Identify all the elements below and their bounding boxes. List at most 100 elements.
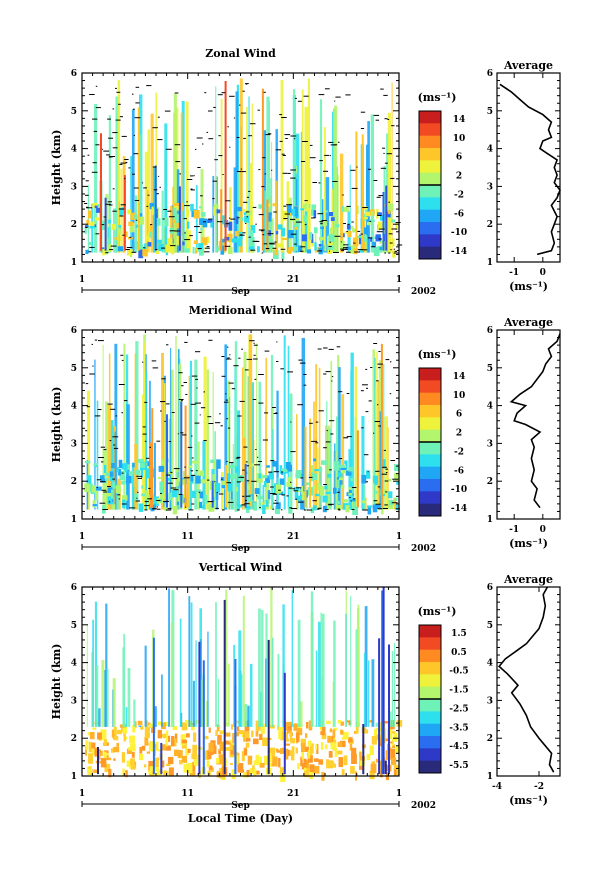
- contour-mark: [391, 502, 398, 504]
- contour-mark: [208, 218, 213, 220]
- heat-cell: [344, 231, 348, 234]
- contour-mark: [171, 412, 175, 413]
- heat-cell: [330, 739, 337, 746]
- heat-cell: [116, 467, 119, 473]
- y-tick-label: 2: [71, 477, 77, 487]
- contour-mark: [123, 400, 128, 402]
- heat-cell: [187, 221, 190, 229]
- heat-streak: [187, 230, 191, 253]
- heat-cell: [244, 215, 250, 223]
- heat-streak: [123, 175, 126, 251]
- contour-mark: [95, 233, 100, 235]
- avg-x-tick-label: 0: [540, 268, 546, 278]
- heat-cell: [138, 216, 145, 225]
- heat-streak: [104, 197, 107, 251]
- contour-mark: [325, 441, 331, 443]
- heat-cell: [161, 459, 164, 464]
- heat-cell: [328, 751, 333, 758]
- contour-mark: [161, 247, 166, 249]
- heat-cell: [148, 723, 153, 728]
- colorbar-swatch: [419, 392, 441, 406]
- contour-mark: [300, 246, 306, 248]
- contour-mark: [343, 244, 349, 246]
- contour-mark: [336, 346, 341, 348]
- heat-cell: [267, 230, 271, 236]
- contour-mark: [164, 420, 166, 422]
- heat-streak: [248, 334, 253, 510]
- contour-mark: [163, 209, 168, 210]
- heat-cell: [306, 482, 311, 486]
- heat-cell: [134, 214, 138, 219]
- heat-cell: [130, 758, 135, 766]
- heat-streak: [301, 89, 304, 253]
- heat-cell: [345, 470, 352, 476]
- contour-mark: [379, 228, 385, 230]
- heat-cell: [258, 204, 265, 209]
- contour-mark: [218, 135, 221, 137]
- heat-cell: [179, 479, 186, 485]
- contour-mark: [332, 181, 338, 182]
- heat-cell: [224, 742, 231, 745]
- heat-streak: [304, 211, 308, 253]
- contour-mark: [300, 477, 304, 479]
- heat-cell: [311, 233, 314, 244]
- heat-cell: [279, 478, 285, 485]
- contour-mark: [89, 373, 95, 375]
- heat-streak: [161, 190, 164, 253]
- heat-streak: [372, 349, 375, 510]
- contour-mark: [103, 449, 107, 451]
- contour-mark: [214, 481, 216, 483]
- heat-cell: [135, 224, 138, 228]
- heat-streak: [100, 133, 102, 251]
- heat-streak: [188, 375, 191, 510]
- heat-streak: [220, 189, 223, 251]
- contour-mark: [269, 242, 274, 244]
- heat-streak: [334, 443, 336, 510]
- heat-cell: [359, 752, 362, 757]
- heat-streak: [325, 177, 330, 253]
- heat-cell: [339, 740, 346, 748]
- heat-cell: [88, 242, 92, 245]
- heat-streak: [370, 114, 375, 253]
- heat-streak: [101, 660, 105, 727]
- contour-mark: [135, 86, 140, 88]
- heat-streak: [250, 663, 253, 727]
- heat-cell: [340, 240, 345, 250]
- heat-cell: [221, 215, 226, 225]
- heat-streak: [293, 89, 296, 253]
- contour-mark: [245, 495, 251, 497]
- contour-mark: [100, 481, 106, 483]
- heat-cell: [395, 745, 399, 754]
- heat-streak: [391, 82, 393, 253]
- contour-mark: [383, 449, 386, 451]
- y-tick-label: 6: [71, 326, 77, 336]
- contour-mark: [109, 156, 115, 157]
- avg-x-tick-label: -4: [492, 782, 502, 792]
- heat-streak: [384, 760, 387, 775]
- contour-mark: [368, 400, 372, 402]
- heat-cell: [379, 240, 384, 244]
- heat-cell: [327, 735, 332, 743]
- contour-mark: [86, 406, 90, 408]
- heat-cell: [396, 481, 399, 485]
- heat-cell: [245, 484, 250, 490]
- heat-cell: [237, 504, 243, 508]
- colorbar-tick-label: 6: [456, 410, 462, 420]
- contour-mark: [121, 359, 124, 361]
- heat-cell: [311, 204, 317, 210]
- heat-streak: [325, 425, 327, 510]
- heat-streak: [233, 644, 236, 727]
- colorbar-tick-label: -2: [454, 447, 464, 457]
- heat-streak: [393, 497, 397, 510]
- heat-cell: [318, 759, 324, 765]
- heat-cell: [334, 748, 338, 757]
- contour-mark: [152, 127, 158, 129]
- heat-streak: [126, 404, 130, 510]
- heat-cell: [111, 463, 115, 469]
- contour-mark: [245, 461, 248, 463]
- heat-cell: [180, 202, 184, 211]
- heat-cell: [307, 249, 311, 254]
- heat-streak: [201, 679, 203, 727]
- contour-mark: [190, 188, 193, 190]
- contour-mark: [324, 88, 330, 90]
